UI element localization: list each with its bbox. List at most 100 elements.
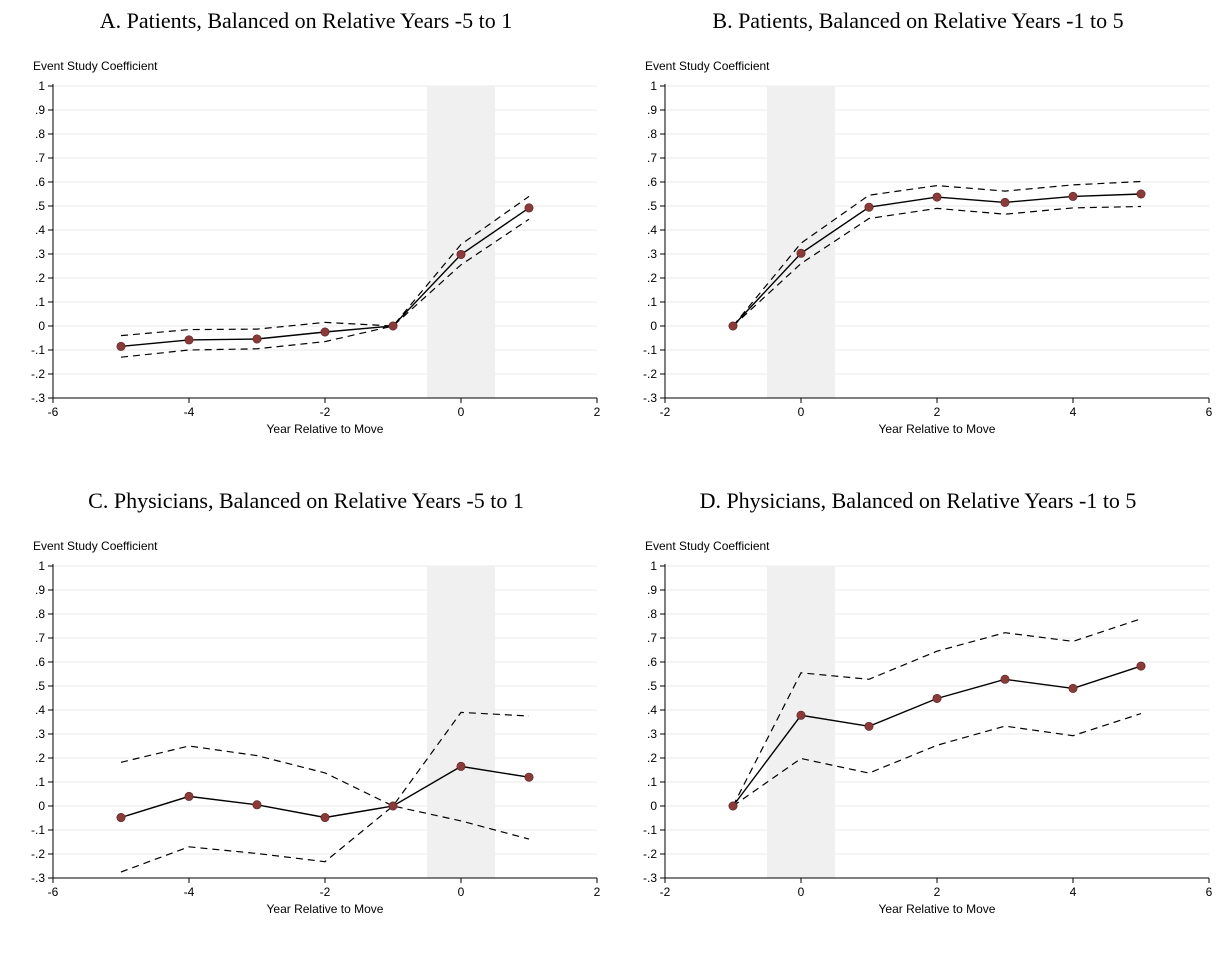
- estimate-point: [932, 693, 942, 703]
- y-tick-label: .8: [647, 607, 657, 621]
- panel-d: D. Physicians, Balanced on Relative Year…: [612, 480, 1224, 960]
- estimate-point: [524, 203, 534, 213]
- y-tick-label: -.3: [643, 871, 657, 885]
- y-tick-label: .3: [35, 247, 45, 261]
- estimate-point: [388, 321, 398, 331]
- y-tick-label: .6: [647, 655, 657, 669]
- y-tick-label: .8: [35, 607, 45, 621]
- y-tick-label: .7: [35, 631, 45, 645]
- lower-ci-line: [120, 805, 530, 873]
- estimate-point: [1068, 683, 1078, 693]
- estimate-point: [320, 813, 330, 823]
- estimate-point: [252, 334, 262, 344]
- x-tick-label: -2: [660, 885, 671, 899]
- y-tick-label: .2: [35, 271, 45, 285]
- estimate-point: [728, 801, 738, 811]
- chart-title: B. Patients, Balanced on Relative Years …: [712, 8, 1124, 33]
- y-tick-label: 1: [38, 559, 45, 573]
- x-tick-label: 6: [1206, 405, 1213, 419]
- estimate-point: [864, 721, 874, 731]
- y-tick-label: .1: [647, 295, 657, 309]
- chart-title: C. Physicians, Balanced on Relative Year…: [88, 488, 524, 513]
- y-axis-label: Event Study Coefficient: [645, 59, 770, 73]
- y-tick-label: 1: [38, 79, 45, 93]
- x-tick-label: 4: [1070, 885, 1077, 899]
- y-tick-label: .2: [647, 751, 657, 765]
- x-tick-label: -6: [48, 885, 59, 899]
- estimate-point: [728, 321, 738, 331]
- y-axis-label: Event Study Coefficient: [645, 539, 770, 553]
- y-tick-label: -.2: [643, 847, 657, 861]
- x-tick-label: 0: [798, 885, 805, 899]
- y-tick-label: -.2: [643, 367, 657, 381]
- x-axis-label: Year Relative to Move: [879, 422, 996, 436]
- shaded-region: [767, 566, 835, 878]
- y-tick-label: -.1: [31, 343, 45, 357]
- y-axis-label: Event Study Coefficient: [33, 59, 158, 73]
- y-tick-label: -.3: [31, 391, 45, 405]
- y-tick-label: .4: [647, 703, 657, 717]
- y-tick-label: .2: [647, 271, 657, 285]
- shaded-region: [427, 566, 495, 878]
- x-tick-label: -2: [320, 885, 331, 899]
- x-axis-label: Year Relative to Move: [267, 902, 384, 916]
- y-tick-label: -.1: [31, 823, 45, 837]
- estimate-point: [320, 327, 330, 337]
- y-tick-label: -.2: [31, 847, 45, 861]
- y-tick-label: 0: [650, 319, 657, 333]
- x-tick-label: 4: [1070, 405, 1077, 419]
- y-tick-label: .8: [35, 127, 45, 141]
- shaded-region: [427, 86, 495, 398]
- y-tick-label: .1: [647, 775, 657, 789]
- x-axis-label: Year Relative to Move: [267, 422, 384, 436]
- y-tick-label: .8: [647, 127, 657, 141]
- y-tick-label: .3: [647, 727, 657, 741]
- x-tick-label: 2: [934, 405, 941, 419]
- y-tick-label: .5: [647, 199, 657, 213]
- estimate-point: [116, 813, 126, 823]
- y-tick-label: .5: [647, 679, 657, 693]
- y-tick-label: .9: [35, 103, 45, 117]
- y-tick-label: .6: [35, 175, 45, 189]
- y-tick-label: .7: [647, 151, 657, 165]
- estimate-point: [524, 772, 534, 782]
- x-tick-label: 0: [458, 885, 465, 899]
- event-study-chart-c: Event Study Coefficient 1 .9 .8 .7 .6 .5 .4 .3 .2…: [31, 539, 601, 916]
- shaded-region: [767, 86, 835, 398]
- x-tick-label: -2: [660, 405, 671, 419]
- y-tick-label: .2: [35, 751, 45, 765]
- y-tick-label: -.1: [643, 823, 657, 837]
- lower-ci-line: [120, 218, 530, 358]
- upper-ci-line: [120, 195, 530, 337]
- panel-b: B. Patients, Balanced on Relative Years …: [612, 0, 1224, 480]
- estimate-point: [388, 801, 398, 811]
- x-tick-label: 0: [798, 405, 805, 419]
- y-tick-label: 0: [650, 799, 657, 813]
- y-tick-label: .9: [647, 583, 657, 597]
- chart-title: A. Patients, Balanced on Relative Years …: [99, 8, 513, 33]
- estimate-point: [184, 335, 194, 345]
- estimate-point: [1000, 197, 1010, 207]
- y-tick-label: -.1: [643, 343, 657, 357]
- x-tick-label: 0: [458, 405, 465, 419]
- y-tick-label: 1: [650, 559, 657, 573]
- estimate-point: [1136, 661, 1146, 671]
- y-tick-label: 0: [38, 319, 45, 333]
- y-tick-label: .9: [35, 583, 45, 597]
- estimate-point: [456, 761, 466, 771]
- y-tick-label: .1: [35, 775, 45, 789]
- x-tick-label: -4: [184, 885, 195, 899]
- y-tick-label: -.2: [31, 367, 45, 381]
- y-tick-label: .7: [647, 631, 657, 645]
- chart-title: D. Physicians, Balanced on Relative Year…: [699, 488, 1137, 513]
- y-tick-label: -.3: [31, 871, 45, 885]
- estimate-point: [252, 800, 262, 810]
- event-study-chart-a: Event Study Coefficient 1 .9 .8 .7 .6 .5 .4 .3 .2…: [31, 59, 601, 436]
- y-tick-label: 0: [38, 799, 45, 813]
- event-study-chart-b: Event Study Coefficient 1 .9 .8 .7 .6 .5 .4 .3 .2…: [643, 59, 1213, 436]
- y-tick-label: .3: [35, 727, 45, 741]
- estimate-point: [1136, 189, 1146, 199]
- y-tick-label: .6: [35, 655, 45, 669]
- estimate-point: [116, 341, 126, 351]
- y-tick-label: .4: [35, 223, 45, 237]
